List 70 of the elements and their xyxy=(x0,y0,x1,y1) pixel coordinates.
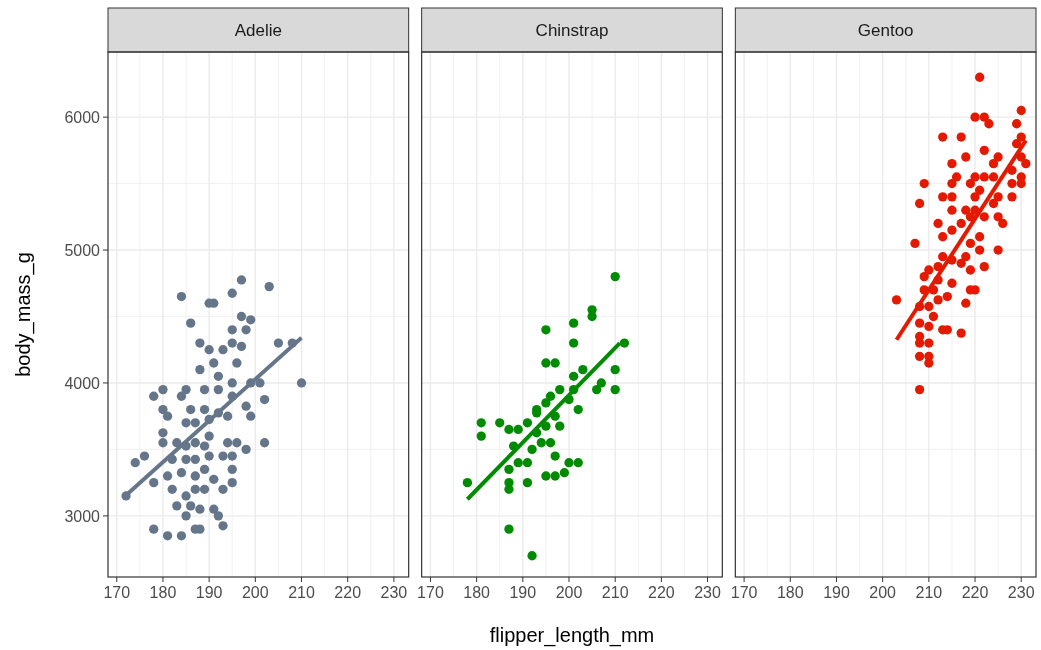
x-tick-label: 180 xyxy=(463,584,491,601)
y-tick-label: 4000 xyxy=(64,374,101,392)
x-tick-label: 190 xyxy=(823,584,850,601)
x-tick-label: 230 xyxy=(694,584,721,601)
y-tick-label: 5000 xyxy=(64,242,101,260)
point xyxy=(555,421,565,431)
x-tick-label: 220 xyxy=(961,584,989,601)
point xyxy=(568,338,579,348)
point xyxy=(568,318,579,328)
chart-title: Chinstrap xyxy=(535,21,609,40)
x-tick-label: 210 xyxy=(601,584,629,601)
x-tick-label: 190 xyxy=(195,584,223,601)
point xyxy=(541,398,551,408)
point xyxy=(504,464,514,474)
point xyxy=(527,444,537,455)
point xyxy=(568,371,579,381)
x-tick-label: 170 xyxy=(730,584,758,601)
x-tick-label: 170 xyxy=(417,584,444,601)
point xyxy=(550,451,560,461)
x-tick-label: 180 xyxy=(776,584,804,601)
point xyxy=(610,271,620,282)
point xyxy=(541,471,551,481)
point xyxy=(555,384,565,395)
point xyxy=(545,391,556,401)
point xyxy=(504,424,514,435)
point xyxy=(522,418,533,428)
point xyxy=(550,358,560,368)
point xyxy=(462,477,473,488)
x-tick-label: 220 xyxy=(648,584,675,601)
x-tick-label: 170 xyxy=(103,584,131,601)
point xyxy=(592,384,602,395)
point xyxy=(578,365,588,375)
point xyxy=(476,431,486,441)
point xyxy=(522,477,533,488)
point xyxy=(545,438,556,448)
point xyxy=(596,378,606,388)
point xyxy=(573,458,583,468)
x-tick-label: 180 xyxy=(149,584,177,601)
x-tick-label: 230 xyxy=(380,584,408,601)
point xyxy=(513,458,523,468)
point xyxy=(527,551,537,561)
point xyxy=(536,438,546,448)
x-axis-title: flipper_length_mm xyxy=(489,624,655,647)
point xyxy=(541,325,551,335)
point xyxy=(495,418,505,428)
x-tick-label: 200 xyxy=(241,584,269,601)
chart-title: Gentoo xyxy=(857,21,914,40)
point xyxy=(513,424,523,435)
point xyxy=(522,458,533,468)
x-tick-label: 200 xyxy=(555,584,583,601)
y-axis-title: body_mass_g xyxy=(12,252,35,377)
point xyxy=(504,524,514,534)
x-tick-label: 210 xyxy=(915,584,943,601)
chart-title: Adelie xyxy=(234,21,282,40)
point xyxy=(564,458,574,468)
point xyxy=(610,384,620,395)
point xyxy=(619,338,630,348)
point xyxy=(573,404,583,415)
point xyxy=(476,418,486,428)
x-tick-label: 190 xyxy=(509,584,537,601)
point xyxy=(550,471,560,481)
x-tick-label: 210 xyxy=(288,584,315,601)
x-tick-label: 200 xyxy=(869,584,897,601)
y-tick-label: 3000 xyxy=(64,507,101,525)
point xyxy=(559,468,570,478)
point xyxy=(541,358,551,368)
x-tick-label: 220 xyxy=(334,584,362,601)
x-tick-label: 230 xyxy=(1007,584,1035,601)
y-tick-label: 6000 xyxy=(64,109,101,127)
point xyxy=(610,365,620,375)
